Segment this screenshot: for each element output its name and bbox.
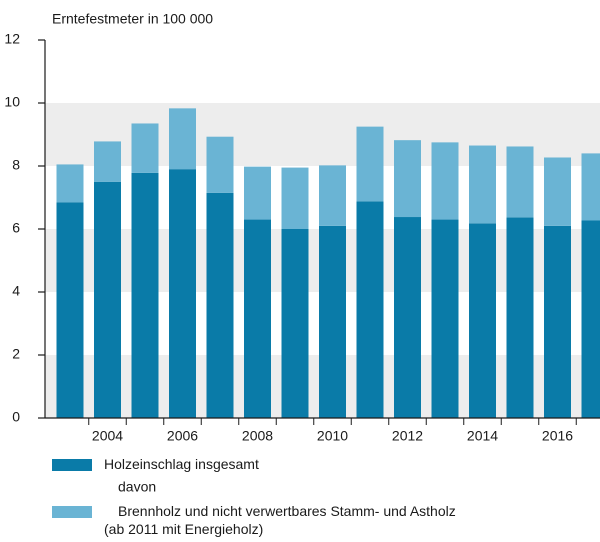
bar-segment — [244, 166, 271, 220]
bar-segment — [169, 108, 196, 170]
bar-segment — [131, 123, 159, 173]
bar-segment — [56, 164, 84, 203]
bar-segment — [94, 141, 121, 182]
bar-segment — [319, 165, 346, 226]
x-tick-label: 2006 — [167, 428, 198, 444]
y-tick-label: 12 — [4, 31, 20, 47]
bar-segment — [131, 172, 159, 418]
x-tick-label: 2016 — [542, 428, 573, 444]
x-tick-label: 2014 — [467, 428, 498, 444]
legend-note: davon — [118, 479, 156, 495]
bar-segment — [169, 169, 196, 418]
y-axis-label: Erntefestmeter in 100 000 — [52, 11, 213, 27]
y-tick-label: 10 — [4, 94, 20, 110]
bar-segment — [206, 136, 234, 193]
bar-segment — [506, 217, 534, 418]
bar-segment — [544, 157, 571, 226]
bar-segment — [206, 192, 234, 418]
bar-segment — [469, 223, 496, 418]
bar-segment — [431, 219, 459, 418]
x-tick-label: 2004 — [92, 428, 123, 444]
y-tick-label: 2 — [12, 346, 20, 362]
bar-segment — [544, 225, 571, 418]
bar-segment — [506, 146, 534, 218]
legend-label: Holzeinschlag insgesamt — [104, 456, 259, 472]
legend-label: Brennholz und nicht verwertbares Stamm- … — [104, 503, 456, 537]
bar-segment — [356, 126, 384, 202]
bar-segment — [281, 167, 309, 229]
y-tick-label: 0 — [12, 409, 20, 425]
bar-segment — [431, 142, 459, 220]
y-tick-label: 8 — [12, 157, 20, 173]
bar-segment — [356, 201, 384, 418]
y-tick-label: 4 — [12, 283, 20, 299]
bar-segment — [281, 229, 309, 418]
bar-segment — [94, 181, 121, 418]
bar-segment — [319, 225, 346, 418]
bar-segment — [469, 145, 496, 224]
bar-segment — [394, 140, 421, 218]
legend-swatch — [52, 506, 92, 518]
x-tick-label: 2012 — [392, 428, 423, 444]
bar-segment — [244, 219, 271, 418]
bar-segment — [394, 217, 421, 418]
bar-segment — [581, 220, 600, 418]
y-tick-label: 6 — [12, 220, 20, 236]
legend-swatch — [52, 459, 92, 471]
bar-segment — [56, 202, 84, 418]
x-tick-label: 2010 — [317, 428, 348, 444]
bar-segment — [581, 153, 600, 221]
x-tick-label: 2008 — [242, 428, 273, 444]
